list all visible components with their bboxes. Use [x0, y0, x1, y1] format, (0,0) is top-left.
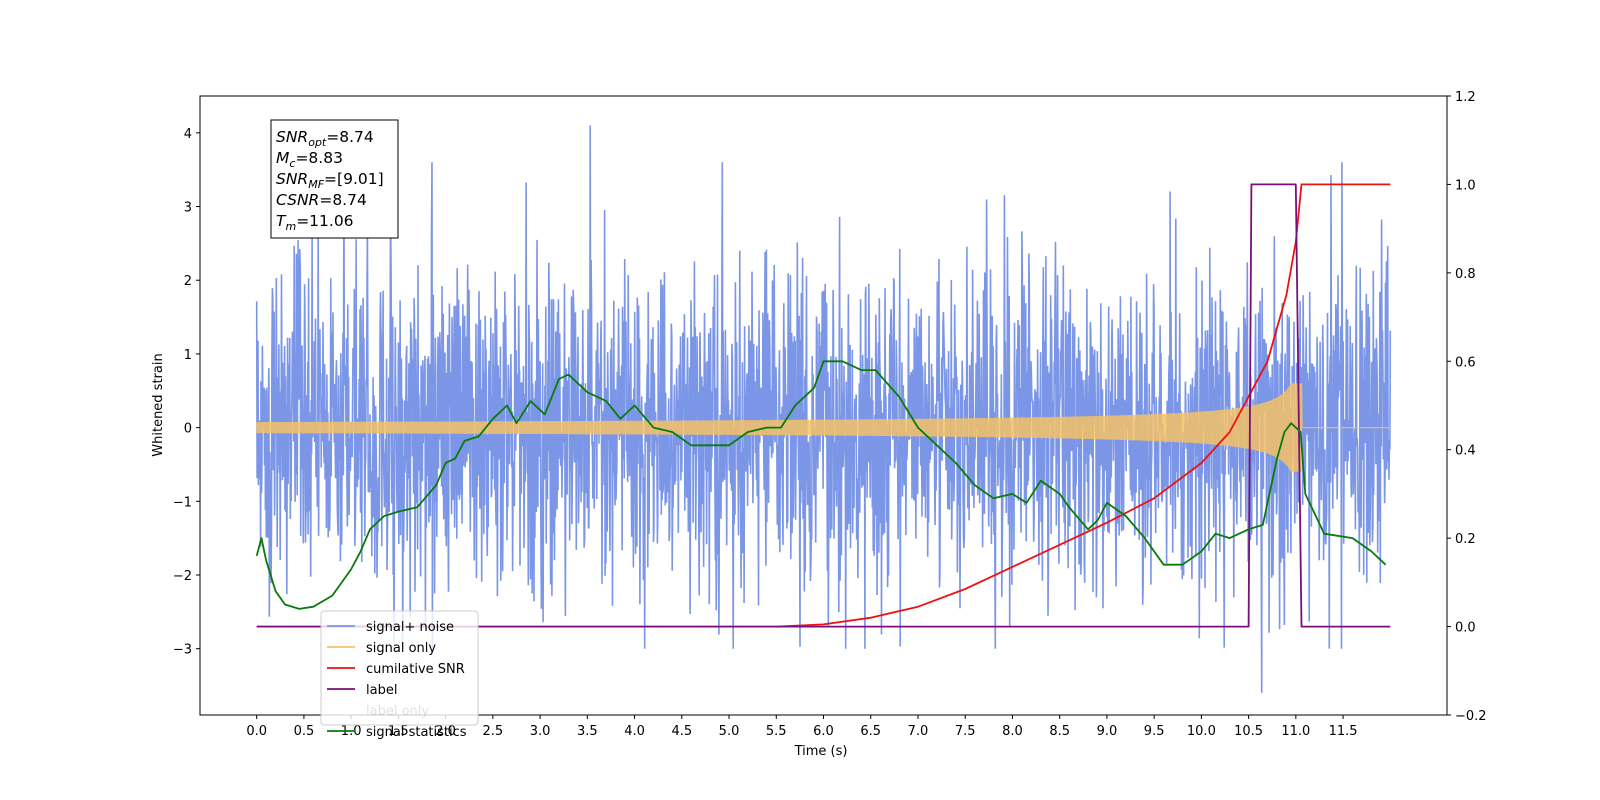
stats-subscript: m [285, 220, 296, 233]
y-right-tick-label: 0.4 [1455, 444, 1476, 459]
x-tick-label: 6.0 [813, 724, 834, 739]
x-tick-label: 11.0 [1281, 724, 1310, 739]
legend-label: label [366, 683, 397, 698]
x-tick-label: 5.0 [719, 724, 740, 739]
y-right-tick-label: 1.0 [1455, 178, 1476, 193]
y-right-tick-label: −0.2 [1455, 709, 1487, 724]
x-tick-label: 3.0 [530, 724, 551, 739]
x-tick-label: 9.0 [1097, 724, 1118, 739]
stats-value: =11.06 [296, 212, 353, 230]
stats-symbol: T [276, 212, 287, 230]
y-tick-label: 0 [184, 422, 192, 437]
legend-label: label only [366, 704, 429, 719]
y-tick-label: 1 [184, 348, 192, 363]
x-tick-label: 6.5 [860, 724, 881, 739]
stats-value: =8.83 [295, 149, 343, 167]
stats-line: Tm=11.06 [276, 212, 354, 233]
legend: signal+ noise signal only cumilative SNR la… [320, 610, 479, 740]
y-tick-label: 3 [184, 201, 192, 216]
y-axis-right: 1.2 1.0 0.8 0.6 0.4 0.2 0.0 −0.2 [1447, 90, 1487, 724]
stats-subscript: opt [308, 136, 327, 149]
stats-line: SNRopt=8.74 [276, 128, 374, 149]
series-signal-statistics-line [255, 360, 1387, 610]
x-tick-label: 2.5 [483, 724, 504, 739]
stats-box-frame [270, 119, 399, 239]
legend-items: signal+ noise signal only cumilative SNR la… [327, 620, 467, 740]
x-tick-label: 4.5 [671, 724, 692, 739]
x-tick-label: 7.0 [908, 724, 929, 739]
stats-box: SNRopt=8.74Mc=8.83SNRMF=[9.01]CSNR=8.74T… [270, 119, 399, 239]
series-label-line [256, 183, 1391, 628]
stats-line: SNRMF=[9.01] [276, 170, 384, 191]
x-tick-label: 10.5 [1234, 724, 1263, 739]
series-layer [255, 125, 1392, 693]
y-right-tick-label: 0.0 [1455, 621, 1476, 636]
stats-lines: SNRopt=8.74Mc=8.83SNRMF=[9.01]CSNR=8.74T… [276, 128, 384, 233]
stats-symbol: SNR [276, 170, 308, 188]
x-tick-label: 10.0 [1187, 724, 1216, 739]
y-tick-label: 2 [184, 274, 192, 289]
y-axis-label: Whitened strain [151, 353, 166, 456]
series-signal-only-line [256, 383, 1391, 472]
x-tick-label: 0.0 [246, 724, 267, 739]
x-tick-label: 5.5 [766, 724, 787, 739]
y-right-tick-label: 0.6 [1455, 355, 1476, 370]
y-right-tick-label: 0.2 [1455, 532, 1476, 547]
x-tick-label: 4.0 [624, 724, 645, 739]
series-signal-noise-line [255, 125, 1392, 693]
stats-value: =8.74 [319, 191, 367, 209]
x-tick-label: 2.0 [435, 724, 456, 739]
legend-label: signal only [366, 641, 436, 656]
x-tick-label: 9.5 [1144, 724, 1165, 739]
x-tick-label: 11.5 [1329, 724, 1358, 739]
y-right-tick-label: 0.8 [1455, 267, 1476, 282]
y-tick-label: −1 [173, 495, 192, 510]
legend-frame [320, 610, 479, 726]
x-axis: 0.0 0.5 1.0 1.5 2.0 2.5 3.0 3.5 4.0 4.5 5.0 5.5 6.0 6… [246, 715, 1358, 739]
y-tick-label: 4 [184, 127, 192, 142]
legend-label: cumilative SNR [366, 662, 465, 677]
x-tick-label: 8.0 [1002, 724, 1023, 739]
y-right-tick-label: 1.2 [1455, 90, 1476, 105]
stats-symbol: CSNR [276, 191, 319, 209]
x-axis-label: Time (s) [794, 744, 848, 759]
stats-subscript: c [289, 157, 295, 170]
x-tick-label: 8.5 [1049, 724, 1070, 739]
stats-symbol: M [276, 149, 289, 167]
legend-label: signal+ noise [366, 620, 454, 635]
stats-line: Mc=8.83 [276, 149, 343, 170]
stats-value: =[9.01] [324, 170, 384, 188]
y-tick-label: −2 [173, 569, 192, 584]
x-tick-label: 1.5 [388, 724, 409, 739]
stats-symbol: SNR [276, 128, 308, 146]
y-axis-left: 4 3 2 1 0 −1 −2 −3 [173, 127, 200, 658]
stats-value: =8.74 [326, 128, 374, 146]
legend-label: signal statistics [366, 725, 467, 740]
x-tick-label: 0.5 [294, 724, 315, 739]
stats-subscript: MF [308, 178, 324, 191]
stats-line: CSNR=8.74 [276, 191, 367, 209]
x-tick-label: 3.5 [577, 724, 598, 739]
x-tick-label: 7.5 [955, 724, 976, 739]
y-tick-label: −3 [173, 643, 192, 658]
